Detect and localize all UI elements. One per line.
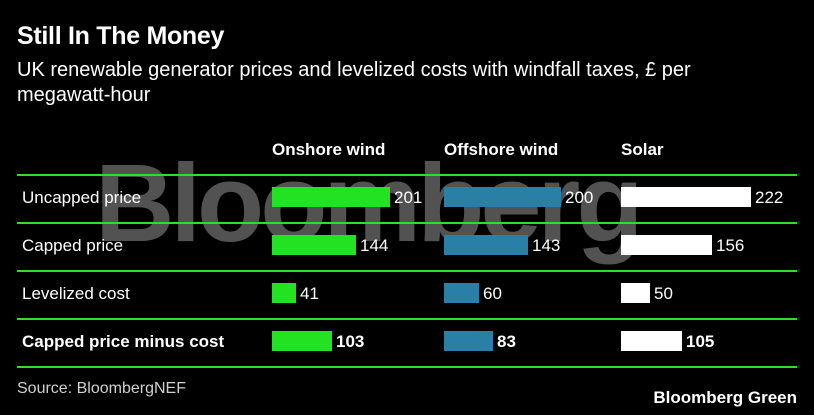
row-divider <box>17 366 797 368</box>
bar <box>621 331 682 351</box>
column-header: Onshore wind <box>272 140 386 159</box>
page-title: Still In The Money <box>17 22 225 50</box>
row-divider <box>17 222 797 224</box>
data-label: 222 <box>755 188 784 207</box>
column-header: Offshore wind <box>444 140 559 159</box>
source-note: Source: BloombergNEF <box>17 380 186 397</box>
bar <box>444 187 561 207</box>
data-label: 50 <box>654 284 673 303</box>
brand-logo: Bloomberg Green <box>653 388 797 407</box>
column-header: Solar <box>621 140 664 159</box>
bar <box>444 331 493 351</box>
page-subtitle: UK renewable generator prices and leveli… <box>17 59 691 106</box>
data-label: 41 <box>300 284 319 303</box>
data-label: 144 <box>360 236 389 255</box>
data-label: 103 <box>336 332 365 351</box>
bar <box>444 235 528 255</box>
bar <box>621 235 712 255</box>
data-label: 201 <box>394 188 423 207</box>
row-label: Uncapped price <box>22 188 142 207</box>
data-label: 105 <box>686 332 715 351</box>
data-label: 156 <box>716 236 745 255</box>
row-label: Levelized cost <box>22 284 130 303</box>
bar <box>621 187 751 207</box>
bar <box>621 283 650 303</box>
data-label: 143 <box>532 236 561 255</box>
bar <box>272 235 356 255</box>
row-divider <box>17 270 797 272</box>
data-label: 60 <box>483 284 502 303</box>
row-divider <box>17 174 797 176</box>
bar <box>444 283 479 303</box>
row-divider <box>17 318 797 320</box>
bar <box>272 283 296 303</box>
data-label: 200 <box>565 188 594 207</box>
bar <box>272 331 332 351</box>
data-label: 83 <box>497 332 516 351</box>
row-label: Capped price <box>22 236 124 255</box>
bar <box>272 187 390 207</box>
row-label: Capped price minus cost <box>22 332 225 351</box>
